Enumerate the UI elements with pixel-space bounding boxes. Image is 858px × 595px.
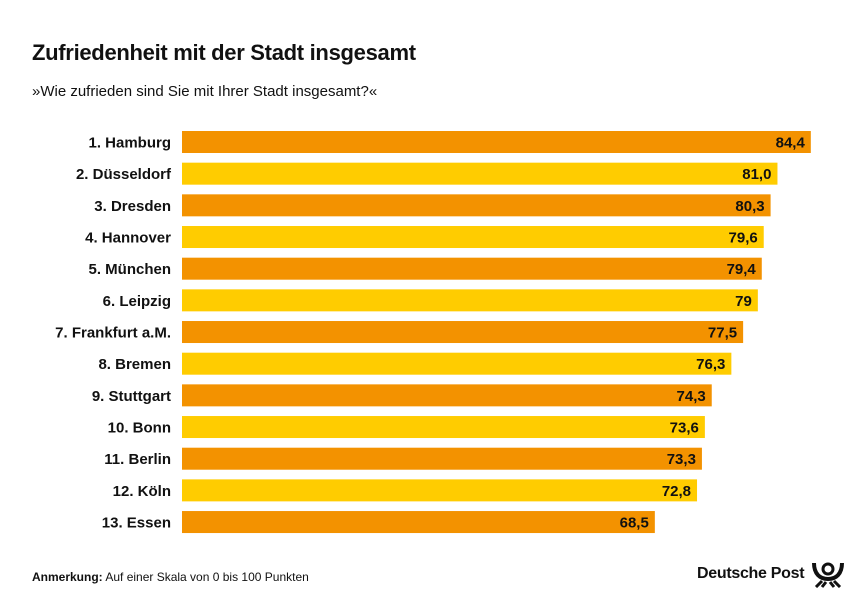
data-label: 74,3 [677, 388, 706, 405]
bar [182, 416, 705, 439]
category-label: 5. München [88, 261, 171, 278]
category-label: 2. Düsseldorf [76, 166, 172, 183]
footnote: Anmerkung: Auf einer Skala von 0 bis 100… [32, 570, 309, 584]
bar [182, 131, 811, 153]
data-label: 73,6 [670, 420, 699, 437]
bar [182, 479, 698, 502]
footnote-label: Anmerkung: [32, 570, 103, 584]
chart-title: Zufriedenheit mit der Stadt insgesamt [32, 40, 416, 65]
data-label: 79,4 [727, 261, 757, 278]
chart-subtitle: »Wie zufrieden sind Sie mit Ihrer Stadt … [32, 83, 378, 100]
bar [182, 226, 764, 249]
bar [182, 447, 702, 470]
data-label: 68,5 [620, 515, 649, 532]
bar [182, 194, 771, 217]
bar [182, 321, 744, 344]
data-label: 84,4 [776, 135, 806, 152]
data-label: 79 [735, 293, 752, 310]
category-label: 7. Frankfurt a.M. [55, 325, 171, 342]
bar [182, 384, 712, 407]
footnote-text: Auf einer Skala von 0 bis 100 Punkten [102, 570, 309, 584]
bar [182, 289, 758, 312]
data-label: 73,3 [667, 451, 696, 468]
category-label: 1. Hamburg [88, 135, 171, 152]
category-label: 11. Berlin [104, 451, 171, 468]
category-label: 8. Bremen [98, 356, 171, 373]
brand-name: Deutsche Post [697, 565, 805, 582]
category-label: 13. Essen [102, 515, 171, 532]
posthorn-icon [812, 562, 844, 588]
category-label: 12. Köln [113, 483, 171, 500]
data-label: 80,3 [735, 198, 764, 215]
data-label: 77,5 [708, 325, 737, 342]
bar [182, 511, 655, 534]
data-label: 76,3 [696, 356, 725, 373]
category-label: 4. Hannover [85, 230, 171, 247]
bar [182, 257, 762, 280]
category-label: 10. Bonn [108, 420, 171, 437]
data-label: 72,8 [662, 483, 691, 500]
data-label: 79,6 [729, 230, 758, 247]
bar [182, 352, 732, 375]
data-label: 81,0 [742, 166, 771, 183]
bar [182, 162, 778, 185]
category-label: 6. Leipzig [103, 293, 171, 310]
category-label: 9. Stuttgart [92, 388, 171, 405]
category-label: 3. Dresden [94, 198, 171, 215]
